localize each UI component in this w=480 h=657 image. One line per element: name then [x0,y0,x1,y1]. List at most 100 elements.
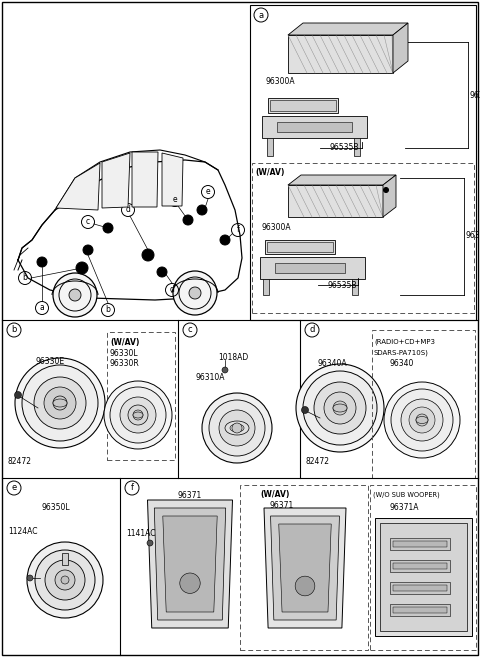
Circle shape [324,392,356,424]
Text: 96330L: 96330L [110,348,139,357]
Text: b: b [12,325,17,334]
Polygon shape [288,23,408,35]
Circle shape [222,367,228,373]
Bar [393,607,447,613]
Bar [267,138,273,156]
Circle shape [333,401,347,415]
Circle shape [384,382,460,458]
Text: d: d [309,325,315,334]
Polygon shape [56,163,100,210]
Text: SDARS-PA710S): SDARS-PA710S) [374,350,429,356]
Circle shape [296,364,384,452]
Text: 96371: 96371 [270,501,294,509]
Text: 96535B: 96535B [330,143,360,152]
Text: 82472: 82472 [305,457,329,466]
Circle shape [209,400,265,456]
Circle shape [384,187,388,193]
Circle shape [61,576,69,584]
Text: 1018AD: 1018AD [218,353,248,363]
Text: 96300: 96300 [466,231,480,240]
Text: 96300: 96300 [470,91,480,99]
Text: 96535B: 96535B [328,281,358,290]
Circle shape [120,397,156,433]
Circle shape [53,396,67,410]
Text: 96300A: 96300A [262,223,292,233]
Circle shape [45,560,85,600]
Text: c: c [86,217,90,227]
Text: 82472: 82472 [8,457,32,466]
Polygon shape [271,516,339,620]
Bar [372,330,475,478]
Bar [240,485,368,650]
Bar [270,100,336,111]
Circle shape [34,377,86,429]
Text: d: d [169,286,174,294]
Circle shape [416,414,428,426]
Text: e: e [206,187,210,196]
Bar [390,604,450,616]
Bar [250,5,476,320]
Circle shape [14,392,22,399]
Circle shape [180,573,200,593]
Bar [252,163,474,313]
Bar [390,538,450,550]
Circle shape [128,405,148,425]
Circle shape [189,287,201,299]
Bar [275,263,345,273]
Circle shape [301,407,309,413]
Polygon shape [393,23,408,73]
Text: (W/AV): (W/AV) [260,491,289,499]
Text: e: e [12,484,17,493]
Bar [288,35,393,73]
Circle shape [76,262,88,274]
Circle shape [303,371,377,445]
Text: 96371A: 96371A [390,503,420,512]
Bar [260,257,365,279]
Bar [380,523,467,631]
Text: 96371: 96371 [178,491,202,501]
Text: b: b [23,273,27,283]
Bar [62,553,68,565]
Polygon shape [147,500,232,628]
Ellipse shape [133,412,143,418]
Bar [375,518,472,636]
Bar [263,279,269,295]
Circle shape [44,387,76,419]
Text: 96300A: 96300A [265,78,295,87]
Text: a: a [258,11,264,20]
Bar [393,585,447,591]
Bar [390,582,450,594]
Circle shape [69,289,81,301]
Polygon shape [162,153,183,206]
Ellipse shape [416,417,428,424]
Circle shape [157,267,167,277]
Polygon shape [383,175,396,217]
Polygon shape [132,152,158,207]
Circle shape [22,365,98,441]
Text: f: f [237,225,240,235]
Circle shape [35,550,95,610]
Ellipse shape [225,421,249,435]
Bar [370,485,476,650]
Circle shape [220,235,230,245]
Circle shape [142,249,154,261]
Polygon shape [154,508,226,620]
Circle shape [133,410,143,420]
Text: b: b [106,306,110,315]
Bar [267,242,333,252]
Text: 96340A: 96340A [318,359,348,367]
Bar [352,279,358,295]
Circle shape [401,399,443,441]
Ellipse shape [230,424,244,432]
Polygon shape [288,175,396,185]
Circle shape [27,575,33,581]
Text: f: f [131,484,133,493]
Bar [277,122,352,132]
Circle shape [409,407,435,433]
Circle shape [232,423,242,433]
Circle shape [147,540,153,546]
Circle shape [173,271,217,315]
Bar [268,98,338,113]
Polygon shape [264,508,346,628]
Text: d: d [126,206,131,214]
